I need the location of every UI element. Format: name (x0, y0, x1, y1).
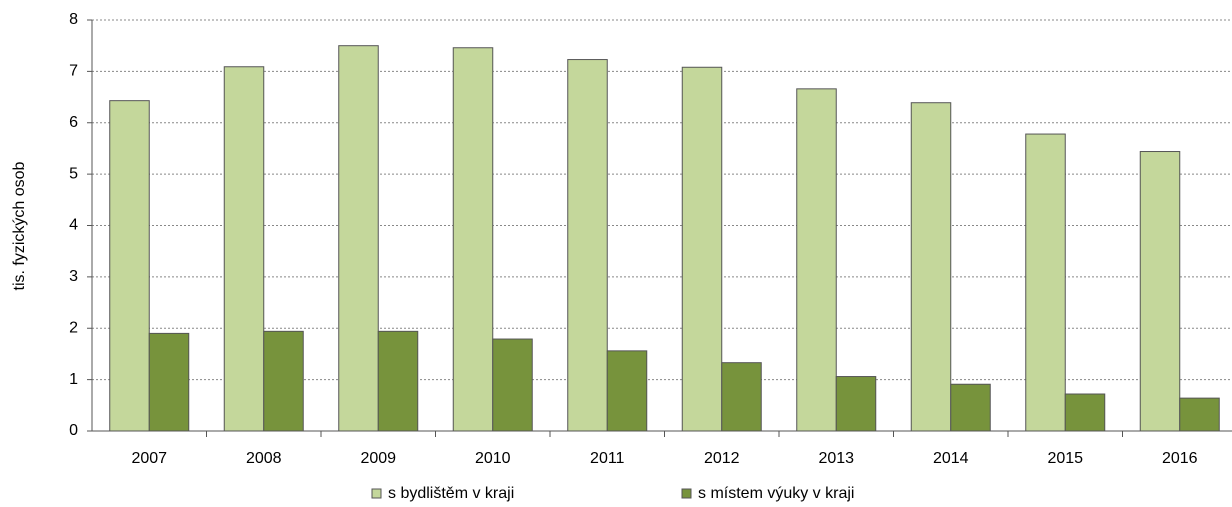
y-tick-label: 3 (69, 268, 78, 285)
bar (567, 59, 608, 432)
bar (492, 338, 533, 432)
x-tick-label: 2008 (246, 450, 282, 467)
legend-label: s místem výuky v kraji (698, 485, 854, 502)
y-tick-label: 0 (69, 422, 78, 439)
x-tick-label: 2016 (1162, 450, 1198, 467)
y-tick-label: 1 (69, 371, 78, 388)
bar (1179, 397, 1220, 432)
bar (796, 88, 837, 432)
y-tick-label: 6 (69, 114, 78, 131)
bar (721, 362, 762, 432)
bar (109, 100, 150, 432)
y-tick-label: 7 (69, 63, 78, 80)
bar (910, 102, 952, 432)
bar (1025, 133, 1066, 432)
y-tick-label: 4 (69, 217, 78, 234)
bar (223, 66, 265, 432)
x-tick-label: 2012 (704, 450, 740, 467)
x-tick-label: 2015 (1047, 450, 1083, 467)
bar (950, 383, 991, 432)
y-axis-label: tis. fyzických osob (11, 161, 28, 290)
bar (148, 332, 190, 432)
bar (835, 376, 877, 432)
legend-label: s bydlištěm v kraji (388, 485, 514, 502)
y-tick-label: 5 (69, 165, 78, 182)
legend-swatch (681, 488, 692, 499)
bar (1139, 151, 1181, 432)
x-tick-label: 2009 (360, 450, 396, 467)
y-tick-label: 8 (69, 11, 78, 28)
bar (1064, 393, 1106, 432)
bar (263, 330, 304, 432)
x-tick-label: 2013 (818, 450, 854, 467)
x-tick-label: 2010 (475, 450, 511, 467)
x-tick-label: 2007 (131, 450, 167, 467)
bar (452, 47, 494, 432)
bar (606, 350, 648, 432)
y-tick-label: 2 (69, 319, 78, 336)
bar (377, 330, 419, 432)
legend-swatch (371, 488, 382, 499)
x-tick-label: 2014 (933, 450, 969, 467)
bar (338, 45, 379, 432)
bar (681, 66, 723, 432)
x-tick-label: 2011 (590, 450, 625, 467)
